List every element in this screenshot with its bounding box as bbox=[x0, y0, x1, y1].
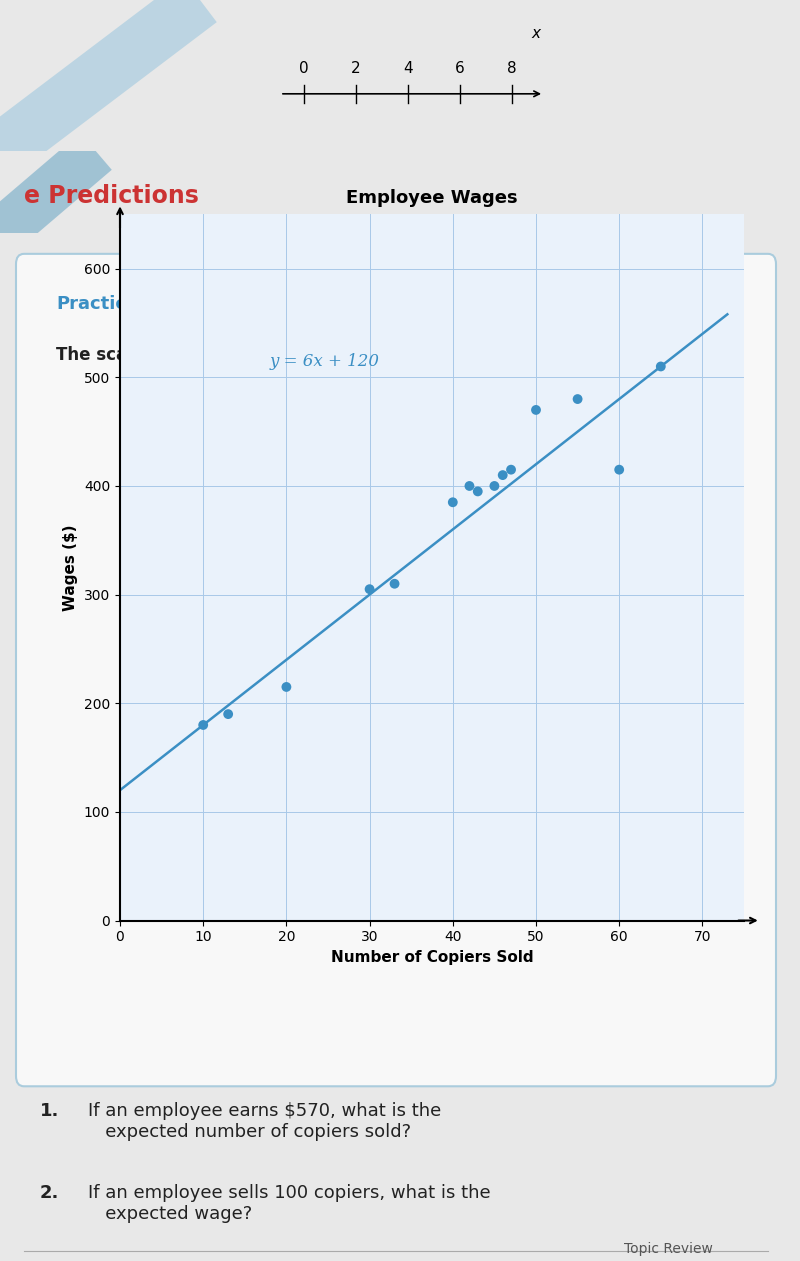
Text: If an employee earns $570, what is the
   expected number of copiers sold?: If an employee earns $570, what is the e… bbox=[88, 1102, 442, 1140]
Y-axis label: Wages ($): Wages ($) bbox=[63, 525, 78, 610]
Title: Employee Wages: Employee Wages bbox=[346, 189, 518, 207]
Point bbox=[571, 388, 584, 409]
Text: Topic Review: Topic Review bbox=[624, 1242, 713, 1256]
Text: 4: 4 bbox=[403, 61, 413, 76]
Text: e Predictions: e Predictions bbox=[24, 184, 199, 208]
Point bbox=[197, 715, 210, 735]
FancyBboxPatch shape bbox=[16, 253, 776, 1086]
Point bbox=[446, 492, 459, 512]
Text: 1.: 1. bbox=[40, 1102, 59, 1120]
Text: The scatter plot shows the wages of employees.: The scatter plot shows the wages of empl… bbox=[56, 347, 510, 364]
Text: x: x bbox=[531, 25, 541, 40]
Point bbox=[471, 482, 484, 502]
Text: 2: 2 bbox=[351, 61, 361, 76]
Point bbox=[363, 579, 376, 599]
X-axis label: Number of Copiers Sold: Number of Copiers Sold bbox=[330, 950, 534, 965]
Point bbox=[488, 475, 501, 496]
Text: 2.: 2. bbox=[40, 1184, 59, 1202]
Text: y = 6x + 120: y = 6x + 120 bbox=[270, 353, 380, 371]
Point bbox=[222, 704, 234, 724]
Point bbox=[505, 459, 518, 479]
Point bbox=[613, 459, 626, 479]
Text: 0: 0 bbox=[299, 61, 309, 76]
Point bbox=[654, 357, 667, 377]
Text: Practice: Practice bbox=[56, 295, 138, 313]
Text: If an employee sells 100 copiers, what is the
   expected wage?: If an employee sells 100 copiers, what i… bbox=[88, 1184, 490, 1223]
Point bbox=[388, 574, 401, 594]
Point bbox=[496, 465, 509, 485]
Point bbox=[463, 475, 476, 496]
Text: 6: 6 bbox=[455, 61, 465, 76]
Point bbox=[530, 400, 542, 420]
Point bbox=[280, 677, 293, 697]
Text: 8: 8 bbox=[507, 61, 517, 76]
